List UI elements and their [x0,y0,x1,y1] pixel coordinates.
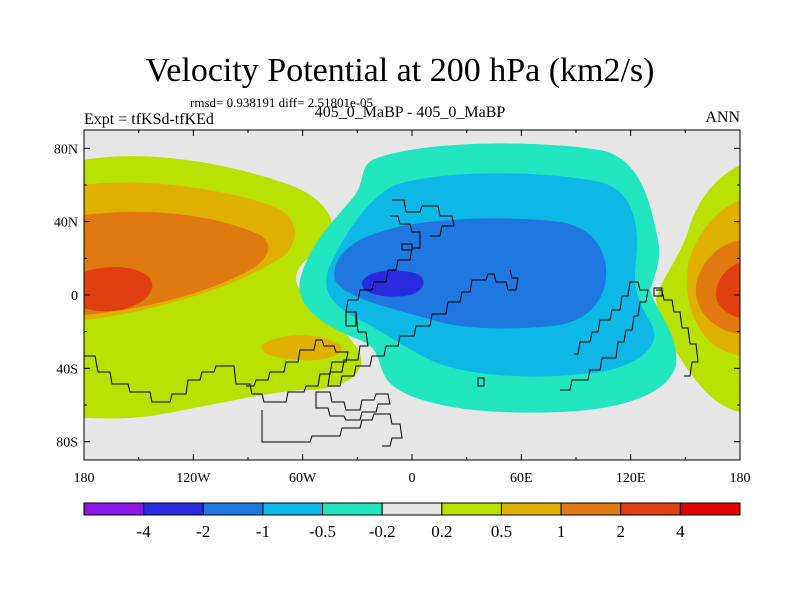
contour-pos-2-east [716,262,740,318]
coastline-south-america [84,339,349,403]
x-tick-label: 0 [409,471,416,486]
y-tick-label: 80N [54,142,78,157]
colorbar-label: -0.2 [369,522,396,541]
coastlines [84,199,699,447]
colorbar-label: 4 [676,522,685,541]
coastline-europe [392,199,455,237]
x-tick-label: 180 [74,471,95,486]
colorbar-swatch [262,502,324,516]
coastline-antarctica [261,410,403,447]
coastline-island-1 [345,311,357,327]
colorbar-swatch [500,502,562,516]
y-tick-label: 80S [56,436,78,451]
colorbar-swatch [322,502,383,516]
stats-text: rmsd= 0.938191 diff= 2.51801e-05 [190,95,374,110]
colorbar-swatch [679,502,741,516]
x-tick-label: 120W [176,471,211,486]
colorbar-label: 0.5 [491,522,512,541]
case-label: 405_0_MaBP - 405_0_MaBP [314,104,506,121]
contour-neg-2 [361,270,424,297]
colorbar-label: -1 [256,522,270,541]
coastline-antarctic-peninsula [315,391,391,421]
colorbar-swatch [202,502,264,516]
coastline-asia [560,281,649,391]
axis-ticks [83,130,741,460]
y-tick-label: 0 [71,289,78,304]
chart-title: Velocity Potential at 200 hPa (km2/s) [145,52,655,89]
contour-pos-2-west [84,267,153,312]
colorbar-label: 1 [557,522,566,541]
colorbar-swatch [83,502,145,516]
colorbar-label: 0.2 [431,522,452,541]
coastline-island-2 [401,243,413,251]
y-tick-label: 40N [54,216,78,231]
coastline-island-4 [653,287,663,297]
axis-tick-labels: 180 120W 60W 0 60E 120E 180 80N 40N 0 40S 80S [54,142,751,486]
colorbar-swatch [620,502,681,516]
contour-pos-0.5-southwest [261,335,342,361]
colorbar-swatch [441,502,502,516]
x-tick-label: 120E [616,471,646,486]
colorbar: -4 -2 -1 -0.5 -0.2 0.2 0.5 1 2 4 [83,502,741,541]
x-tick-label: 60E [510,471,533,486]
experiment-label: Expt = tfKSd-tfKEd [84,111,214,128]
coastline-island-3 [477,377,485,387]
coastline-australia [656,289,699,377]
contour-field [84,130,740,460]
colorbar-label: -2 [196,522,210,541]
colorbar-swatch [143,502,204,516]
coastline-africa [327,215,519,387]
x-tick-label: 60W [289,471,317,486]
colorbar-swatch [381,502,443,516]
y-tick-label: 40S [56,362,78,377]
colorbar-label: -4 [137,522,152,541]
season-label: ANN [705,109,740,126]
colorbar-label: 2 [616,522,625,541]
x-tick-label: 180 [730,471,751,486]
colorbar-label: -0.5 [309,522,336,541]
colorbar-swatch [560,502,622,516]
